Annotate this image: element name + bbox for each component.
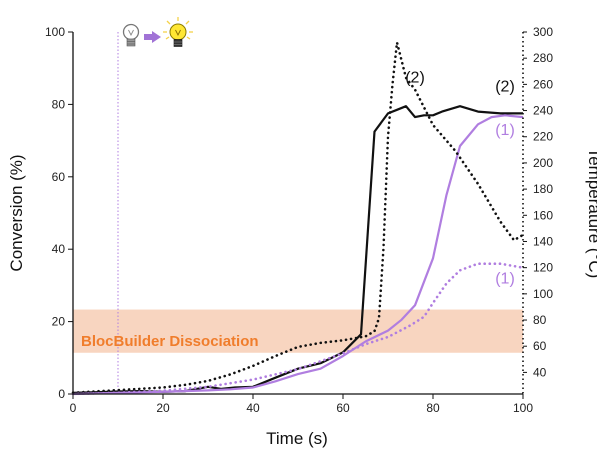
series-group [71,41,525,396]
tick-labels: 0 20 40 60 80 100 0 20 40 60 80 100 40 60 80 100 120 140 1… [45,25,553,415]
y2-tick-label: 240 [533,104,553,118]
y-tick-label: 100 [45,25,65,39]
series-annotation: (1) [495,122,515,139]
light-bulb-on-icon [163,17,193,47]
x-tick-label: 100 [513,401,533,415]
x-tick-label: 60 [336,401,350,415]
y2-tick-label: 280 [533,51,553,65]
y2-tick-label: 60 [533,339,547,353]
y2-tick-label: 220 [533,130,553,144]
y2-axis-title: Temperature (°C) [585,148,597,279]
x-tick-label: 0 [70,401,77,415]
y2-tick-label: 160 [533,208,553,222]
y2-tick-label: 180 [533,182,553,196]
band-rect [73,309,523,353]
axes [68,31,527,399]
y2-tick-label: 300 [533,25,553,39]
y2-tick-label: 100 [533,287,553,301]
x-tick-label: 40 [246,401,260,415]
y2-tick-label: 200 [533,156,553,170]
y2-tick-label: 40 [533,365,547,379]
y-tick-label: 80 [52,97,66,111]
series-annotation: (1) [495,271,515,288]
y-axis-title: Conversion (%) [7,154,26,271]
series-line-4 [71,262,525,396]
x-axis-title: Time (s) [266,429,328,448]
arrow-right-icon [144,31,161,43]
annotations: (2) (2) (1) (1) [405,70,515,288]
x-tick-label: 80 [426,401,440,415]
series-annotation: (2) [495,79,515,96]
series-annotation: (2) [405,70,425,87]
x-tick-label: 20 [156,401,170,415]
light-bulb-off-icon [122,23,140,47]
y2-tick-label: 120 [533,261,553,275]
y-tick-label: 0 [58,387,65,401]
y-tick-label: 60 [52,170,66,184]
y2-tick-label: 260 [533,77,553,91]
y2-tick-label: 80 [533,313,547,327]
y2-tick-label: 140 [533,234,553,248]
series-line-2 [72,114,524,396]
y-tick-label: 40 [52,242,66,256]
y-tick-label: 20 [52,315,66,329]
dissociation-band [73,309,523,353]
band-label: BlocBuilder Dissociation [81,333,259,350]
